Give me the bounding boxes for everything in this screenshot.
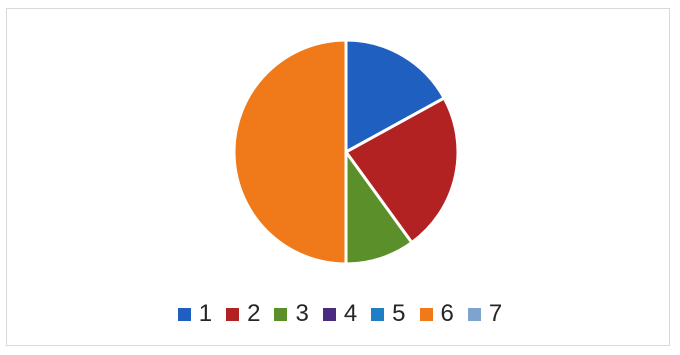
pie-slice-2 bbox=[343, 96, 460, 245]
legend-label: 7 bbox=[488, 300, 503, 327]
legend-swatch bbox=[177, 307, 191, 321]
legend-label: 6 bbox=[440, 300, 454, 327]
chart-legend: 1 2 3 4 5 6 7 bbox=[0, 302, 680, 326]
pie-slice-6 bbox=[232, 38, 348, 266]
legend-entry-7: 7 bbox=[467, 300, 503, 327]
legend-label: 4 bbox=[343, 300, 358, 327]
legend-entry-2: 2 bbox=[226, 302, 260, 326]
pie-slices bbox=[232, 38, 460, 266]
legend-swatch bbox=[419, 307, 433, 321]
legend-label: 5 bbox=[392, 300, 406, 327]
legend-entry-6: 6 bbox=[419, 300, 454, 327]
legend-entry-4: 4 bbox=[322, 300, 358, 327]
legend-swatch bbox=[467, 307, 481, 321]
legend-entry-5: 5 bbox=[371, 300, 406, 327]
legend-swatch bbox=[274, 307, 288, 321]
legend-entry-3: 3 bbox=[274, 300, 309, 327]
legend-swatch bbox=[371, 307, 385, 321]
legend-swatch bbox=[322, 307, 336, 321]
legend-label: 1 bbox=[198, 300, 213, 327]
pie-slice-1 bbox=[344, 38, 447, 155]
legend-entry-1: 1 bbox=[177, 300, 213, 327]
legend-swatch bbox=[226, 307, 240, 321]
legend-label: 2 bbox=[247, 300, 261, 327]
legend-label: 3 bbox=[295, 300, 309, 327]
